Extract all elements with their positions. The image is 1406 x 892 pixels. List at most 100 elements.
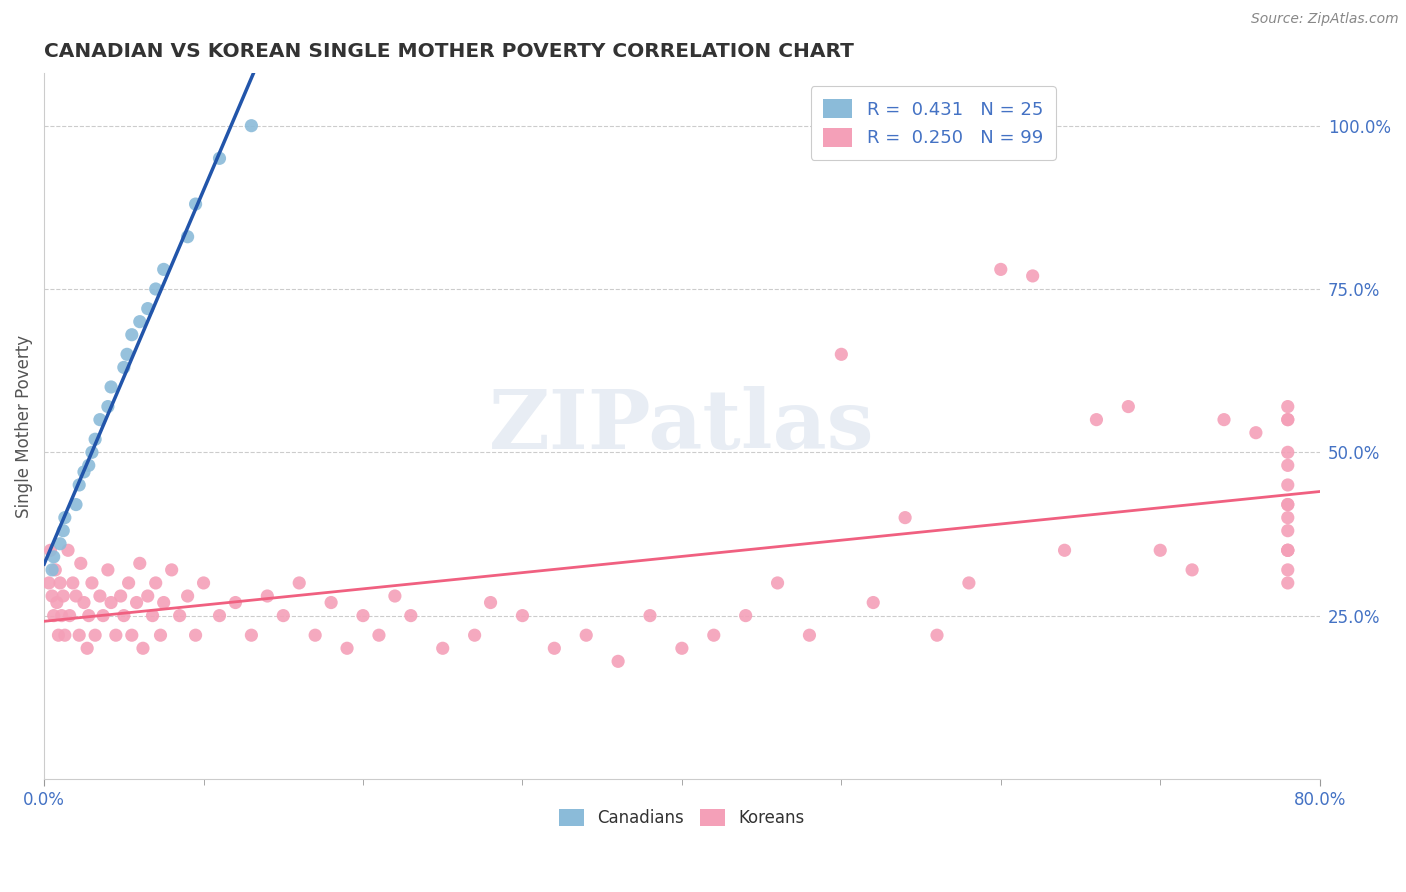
Point <box>110 589 132 603</box>
Point <box>152 262 174 277</box>
Text: Source: ZipAtlas.com: Source: ZipAtlas.com <box>1251 12 1399 26</box>
Point <box>766 576 789 591</box>
Point <box>1021 268 1043 283</box>
Point <box>51 608 73 623</box>
Point <box>62 576 84 591</box>
Point <box>169 608 191 623</box>
Point <box>607 654 630 668</box>
Point <box>1053 543 1076 558</box>
Point <box>97 400 120 414</box>
Point <box>145 282 167 296</box>
Point <box>41 563 63 577</box>
Point <box>176 229 198 244</box>
Point <box>80 445 103 459</box>
Point <box>925 628 948 642</box>
Point <box>575 628 598 642</box>
Point <box>112 360 135 375</box>
Point <box>1085 412 1108 426</box>
Point <box>1277 543 1299 558</box>
Point <box>132 641 155 656</box>
Point <box>89 412 111 426</box>
Point <box>1277 576 1299 591</box>
Point <box>152 595 174 609</box>
Point <box>117 576 139 591</box>
Point <box>319 595 342 609</box>
Point <box>115 347 138 361</box>
Point <box>1277 458 1299 473</box>
Point <box>543 641 565 656</box>
Point <box>1277 543 1299 558</box>
Point <box>145 576 167 591</box>
Point <box>1277 510 1299 524</box>
Point <box>1149 543 1171 558</box>
Point <box>671 641 693 656</box>
Point <box>41 589 63 603</box>
Point <box>1277 498 1299 512</box>
Point <box>67 478 90 492</box>
Point <box>53 628 76 642</box>
Point <box>193 576 215 591</box>
Point <box>1277 498 1299 512</box>
Point <box>512 608 534 623</box>
Point <box>1118 400 1140 414</box>
Point <box>224 595 246 609</box>
Point <box>128 315 150 329</box>
Point <box>336 641 359 656</box>
Point <box>141 608 163 623</box>
Point <box>432 641 454 656</box>
Point <box>49 537 72 551</box>
Point <box>45 595 67 609</box>
Point <box>160 563 183 577</box>
Point <box>84 628 107 642</box>
Point <box>67 628 90 642</box>
Point <box>1244 425 1267 440</box>
Point <box>69 557 91 571</box>
Point <box>184 628 207 642</box>
Point <box>100 595 122 609</box>
Point <box>77 608 100 623</box>
Point <box>1277 563 1299 577</box>
Point <box>1277 524 1299 538</box>
Point <box>352 608 374 623</box>
Point <box>128 557 150 571</box>
Point <box>136 589 159 603</box>
Point <box>734 608 756 623</box>
Point <box>73 595 96 609</box>
Point <box>49 576 72 591</box>
Point <box>56 543 79 558</box>
Point <box>240 628 263 642</box>
Point <box>149 628 172 642</box>
Point <box>112 608 135 623</box>
Text: ZIPatlas: ZIPatlas <box>489 386 875 467</box>
Point <box>48 628 70 642</box>
Point <box>271 608 294 623</box>
Point <box>256 589 278 603</box>
Point <box>65 498 87 512</box>
Point <box>208 152 231 166</box>
Point <box>894 510 917 524</box>
Point <box>288 576 311 591</box>
Point <box>1277 478 1299 492</box>
Point <box>97 563 120 577</box>
Point <box>77 458 100 473</box>
Point <box>52 524 75 538</box>
Point <box>80 576 103 591</box>
Point <box>464 628 486 642</box>
Point <box>1277 412 1299 426</box>
Point <box>104 628 127 642</box>
Point <box>121 327 143 342</box>
Point <box>1277 543 1299 558</box>
Point <box>799 628 821 642</box>
Point <box>184 197 207 211</box>
Point <box>121 628 143 642</box>
Point <box>39 543 62 558</box>
Point <box>1277 412 1299 426</box>
Point <box>136 301 159 316</box>
Point <box>91 608 114 623</box>
Point <box>957 576 980 591</box>
Text: CANADIAN VS KOREAN SINGLE MOTHER POVERTY CORRELATION CHART: CANADIAN VS KOREAN SINGLE MOTHER POVERTY… <box>44 42 853 61</box>
Point <box>52 589 75 603</box>
Point <box>304 628 326 642</box>
Point <box>990 262 1012 277</box>
Point <box>84 432 107 446</box>
